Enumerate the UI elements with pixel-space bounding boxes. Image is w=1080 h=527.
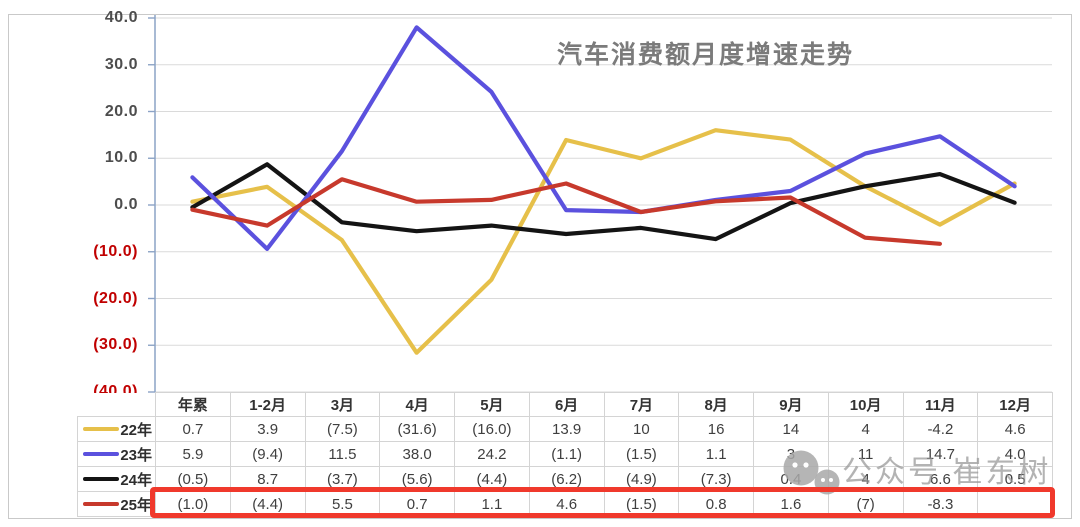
y-axis-tick-label: 40.0 [104,9,138,26]
legend-cell: 22年 [77,416,156,442]
column-header: 8月 [678,392,754,417]
table-row-22年: 22年 0.7 3.9 (7.5) (31.6) (16.0) 13.9 10 16 14 4 -4.… [77,416,1053,442]
watermark-text: 公众号 崔东树 [842,456,1052,489]
series-label: 25年 [120,496,152,514]
wechat-watermark: 公众号 崔东树 [778,447,1048,499]
legend-swatch-icon [83,502,120,506]
table-cell: 24.2 [454,441,530,467]
column-header: 12月 [977,392,1053,417]
series-label: 23年 [120,446,152,464]
table-cell: 4.6 [977,416,1053,442]
series-label: 22年 [120,421,152,439]
table-row-25年: 25年 (1.0) (4.4) 5.5 0.7 1.1 4.6 (1.5) 0.8 1.6 (7) -… [77,491,1053,517]
legend-swatch-icon [83,452,120,456]
y-axis-tick-label: 0.0 [114,196,138,213]
highlight-box-25-row [150,487,1055,518]
chart-title: 汽车消费额月度增速走势 [557,41,855,69]
table-cell [977,491,1053,517]
table-cell: -8.3 [902,491,979,517]
table-cell: 14 [753,416,829,442]
column-header: 7月 [603,392,680,417]
y-axis-tick-label: (20.0) [93,289,138,307]
table-cell: 0.8 [678,491,754,517]
table-cell: 10 [603,416,680,442]
table-cell: (31.6) [379,416,455,442]
table-cell: 4.0 [977,441,1053,467]
column-header: 3月 [304,392,381,417]
table-cell: (1.5) [603,491,680,517]
table-cell: 3.9 [229,416,306,442]
table-header-row: 年累 1-2月 3月 4月 5月 6月 7月 8月 9月 10月 11月 12月 [77,392,1053,417]
table-cell: 16 [678,416,754,442]
table-cell: 38.0 [379,441,455,467]
y-axis-tick-label: 10.0 [104,149,138,167]
table-cell: 5.9 [155,441,231,467]
table-cell: 1.6 [753,491,829,517]
y-axis-tick-label: 30.0 [104,55,138,73]
column-header: 5月 [454,392,530,417]
table-corner-spacer [77,392,156,417]
column-header: 年累 [155,392,231,417]
table-cell: 4 [827,416,904,442]
column-header: 10月 [827,392,904,417]
table-cell: 11.5 [304,441,381,467]
table-cell: (1.0) [155,491,231,517]
table-cell: 1.1 [678,441,754,467]
column-header: 4月 [379,392,455,417]
y-axis-tick-label: (30.0) [93,336,138,354]
legend-swatch-icon [83,477,120,481]
table-cell: (1.5) [603,441,680,467]
column-header: 11月 [902,392,979,417]
table-cell: 4.6 [528,491,605,517]
table-cell: (16.0) [454,416,530,442]
table-cell: 5.5 [304,491,381,517]
series-label: 24年 [120,471,152,489]
table-cell: 13.9 [528,416,605,442]
legend-swatch-icon [83,427,120,431]
legend-cell: 24年 [77,466,156,492]
column-header: 6月 [528,392,605,417]
column-header: 1-2月 [229,392,306,417]
table-cell: 0.7 [155,416,231,442]
table-cell: (7.5) [304,416,381,442]
table-cell: -4.2 [902,416,979,442]
legend-cell: 23年 [77,441,156,467]
y-axis-tick-label: 20.0 [104,102,138,120]
legend-cell: 25年 [77,491,156,517]
table-cell: (9.4) [229,441,306,467]
column-header: 9月 [753,392,829,417]
table-cell: (7) [827,491,904,517]
y-axis-tick-label: (10.0) [93,242,138,260]
table-cell: (1.1) [528,441,605,467]
